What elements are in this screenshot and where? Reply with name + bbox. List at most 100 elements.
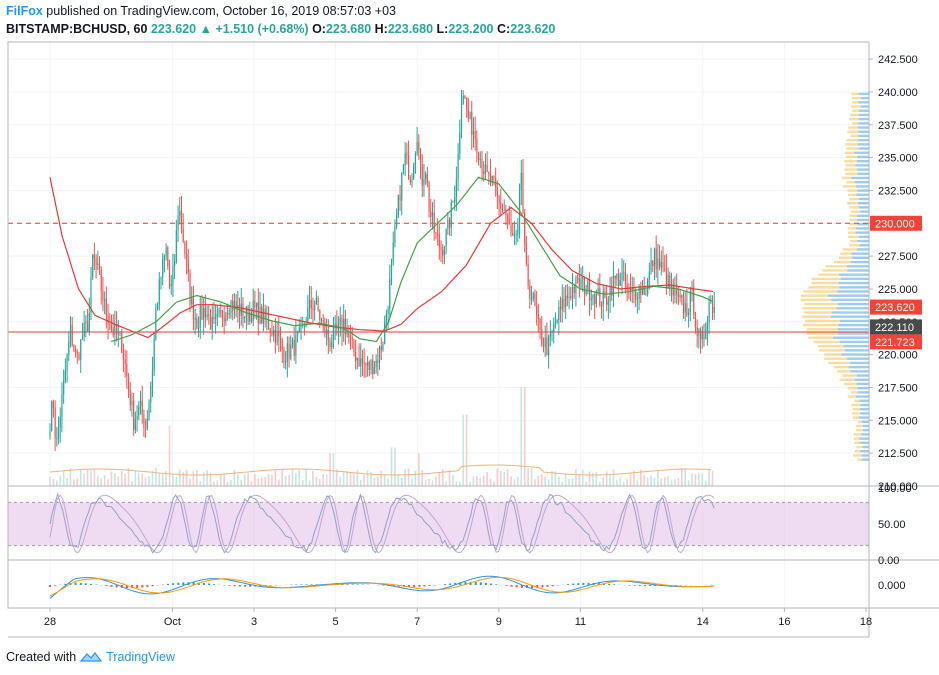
volume-bar xyxy=(527,468,529,486)
macd-histogram-bar xyxy=(197,582,200,585)
price-label-text: 223.620 xyxy=(875,302,915,314)
candle-body xyxy=(658,258,661,268)
volume-profile-bar xyxy=(840,252,852,255)
volume-bar xyxy=(278,479,280,486)
volume-bar xyxy=(680,468,683,486)
footer-brand[interactable]: TradingView xyxy=(106,650,175,664)
candle-body xyxy=(396,214,398,227)
volume-bar xyxy=(663,477,666,486)
macd-histogram-bar xyxy=(90,583,93,585)
time-tick-label: 28 xyxy=(44,616,56,628)
price-tick-label: 217.500 xyxy=(878,382,918,394)
candle-body xyxy=(476,138,478,153)
candle-body xyxy=(693,287,695,314)
candle-body xyxy=(131,400,133,405)
candle-body xyxy=(75,350,77,353)
volume-bar xyxy=(602,477,605,486)
volume-profile-bar xyxy=(857,391,869,394)
volume-profile-bar xyxy=(858,130,869,133)
candle-body xyxy=(261,306,263,324)
volume-profile-bar xyxy=(858,113,869,117)
candle-body xyxy=(389,278,391,309)
candle-body xyxy=(368,361,370,370)
candle-body xyxy=(56,438,58,440)
author-name[interactable]: FilFox xyxy=(6,4,43,18)
volume-profile-bar xyxy=(861,420,869,423)
candle-body xyxy=(602,291,604,306)
macd-histogram-bar xyxy=(567,584,570,585)
volume-bar xyxy=(223,473,225,486)
volume-bar xyxy=(168,425,171,486)
stoch-tick-label: 100.00 xyxy=(878,483,912,495)
volume-bar xyxy=(411,479,413,486)
time-tick-label: Oct xyxy=(164,616,181,628)
volume-profile-bar xyxy=(849,197,859,201)
volume-bar xyxy=(564,473,567,486)
candle-body xyxy=(279,336,282,341)
horizontal-lines[interactable] xyxy=(8,222,869,333)
last-price: 223.620 xyxy=(150,22,197,36)
volume-profile-bar xyxy=(860,412,869,415)
volume-bar xyxy=(59,475,62,486)
candle-body xyxy=(300,325,302,328)
time-tick-label: 7 xyxy=(414,616,420,628)
volume-bar xyxy=(230,480,232,486)
volume-profile-bar xyxy=(857,172,869,175)
candle-body xyxy=(621,273,623,281)
volume-profile-bar xyxy=(846,147,859,150)
candle-body xyxy=(512,232,514,236)
macd-histogram-bar xyxy=(182,582,185,585)
candle-body xyxy=(153,338,155,371)
candle-body xyxy=(597,288,599,292)
moving-averages xyxy=(49,176,714,343)
volume-bar xyxy=(435,477,437,486)
volume-bar xyxy=(653,477,656,486)
volume-profile-bar xyxy=(839,319,869,323)
volume-bar xyxy=(558,476,560,486)
candle-body xyxy=(90,277,92,314)
candle-body xyxy=(636,298,638,300)
candle-body xyxy=(143,414,145,428)
candle-body xyxy=(448,219,451,228)
candle-body xyxy=(705,331,707,340)
volume-bar xyxy=(271,474,273,486)
volume-profile-bar xyxy=(839,340,869,344)
candle-body xyxy=(320,319,323,321)
volume-bar xyxy=(151,470,154,486)
candle-body xyxy=(437,233,439,236)
price-label-box xyxy=(870,334,922,350)
volume-bar xyxy=(254,474,256,486)
candle-body xyxy=(264,308,266,320)
volume-bar xyxy=(247,473,249,486)
volume-profile-bar xyxy=(850,370,869,373)
candle-body xyxy=(285,361,287,363)
volume-bar xyxy=(79,469,82,486)
candle-body xyxy=(378,346,381,363)
volume-bar xyxy=(640,469,642,486)
candle-body xyxy=(466,97,468,109)
volume-bar xyxy=(592,472,594,486)
candle-body xyxy=(269,329,271,333)
volume-bar xyxy=(329,453,331,486)
volume-profile-bar xyxy=(825,265,847,268)
candle-body xyxy=(204,308,206,317)
candle-body xyxy=(594,294,596,304)
candle-body xyxy=(80,339,82,360)
time-axis[interactable]: 28 Oct 3 5 7 9 11 14 16 18 xyxy=(44,608,872,628)
candle-body xyxy=(49,430,51,437)
candle-body xyxy=(575,277,577,294)
macd-histogram-bar xyxy=(259,585,262,587)
candle-body xyxy=(699,329,702,340)
volume-bar xyxy=(643,475,646,486)
stoch-k-line xyxy=(49,492,715,554)
volume-profile-bar xyxy=(856,374,869,377)
volume-profile-bar xyxy=(853,454,862,457)
volume-profile-bar xyxy=(830,315,869,318)
candle-body xyxy=(454,197,456,202)
macd-histogram-bar xyxy=(202,583,205,585)
candle-body xyxy=(52,401,55,408)
candle-body xyxy=(189,273,191,304)
macd-histogram-bar xyxy=(597,583,600,585)
candle-body xyxy=(254,300,256,307)
